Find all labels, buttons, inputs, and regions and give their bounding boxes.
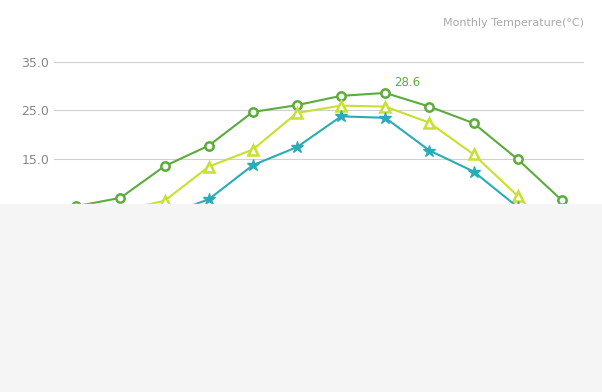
Legend: Average temperature, Maximum temperature, Minimum Temperature: Average temperature, Maximum temperature…	[57, 376, 581, 392]
Text: 28.6: 28.6	[394, 76, 420, 89]
Text: Monthly Temperature(°C): Monthly Temperature(°C)	[443, 18, 584, 28]
